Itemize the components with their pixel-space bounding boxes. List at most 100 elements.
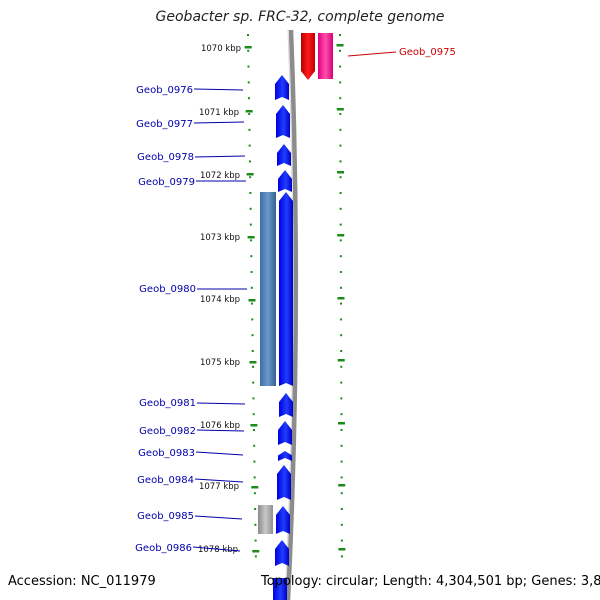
gene-label-geob_0981: Geob_0981 bbox=[139, 398, 196, 409]
tick-dot bbox=[250, 271, 253, 273]
major-tick bbox=[337, 297, 345, 300]
gene-arrow-geob-0975-b bbox=[318, 33, 333, 79]
tick-dot bbox=[251, 302, 254, 305]
tick-dot bbox=[250, 239, 253, 242]
gene-leader-line bbox=[193, 121, 245, 124]
tick-dot bbox=[339, 81, 342, 84]
major-tick bbox=[337, 171, 345, 174]
tick-dot bbox=[340, 302, 343, 305]
tick-dot bbox=[340, 476, 343, 479]
tick-dot bbox=[339, 49, 342, 52]
tick-dot bbox=[339, 271, 342, 273]
tick-dot bbox=[248, 160, 251, 163]
ruler-tick-label: 1077 kbp bbox=[199, 482, 239, 492]
tick-dot bbox=[251, 365, 254, 368]
gene-label-geob_0976: Geob_0976 bbox=[136, 85, 193, 96]
gene-leader-line bbox=[196, 402, 246, 405]
gene-arrow-geob_0976 bbox=[275, 75, 289, 100]
tick-dot bbox=[339, 113, 342, 115]
tick-dot bbox=[248, 113, 251, 115]
tick-dot bbox=[251, 318, 254, 321]
tick-dot bbox=[248, 128, 251, 131]
feature-band-steel bbox=[260, 192, 276, 386]
gene-arrow-geob_0978 bbox=[277, 144, 291, 166]
gene-arrow-geob_0979 bbox=[278, 170, 292, 192]
gene-leader-line bbox=[194, 155, 246, 158]
tick-dot bbox=[251, 334, 254, 337]
ruler-tick-label: 1071 kbp bbox=[199, 108, 239, 118]
tick-dot bbox=[339, 207, 342, 210]
tick-dot bbox=[340, 334, 343, 337]
gene-leader-line bbox=[194, 478, 244, 483]
gene-leader-line bbox=[195, 451, 244, 456]
gene-arrow-geob_0983 bbox=[278, 451, 292, 461]
tick-dot bbox=[339, 286, 342, 289]
tick-dot bbox=[251, 350, 254, 352]
gene-label-geob_0980: Geob_0980 bbox=[139, 284, 196, 295]
ruler-tick-label: 1074 kbp bbox=[200, 295, 240, 305]
gene-leader-line bbox=[192, 546, 241, 552]
tick-dot bbox=[252, 397, 255, 400]
gene-arrow-geob_0984 bbox=[277, 465, 291, 500]
gene-label-geob_0984: Geob_0984 bbox=[137, 475, 194, 486]
ruler-tick-label: 1072 kbp bbox=[200, 171, 240, 181]
gene-label-geob_0986: Geob_0986 bbox=[135, 543, 192, 554]
outer-tick-column bbox=[336, 34, 346, 558]
gene-feature-layer bbox=[258, 33, 333, 600]
gene-arrow-geob_0982 bbox=[278, 421, 292, 445]
tick-dot bbox=[249, 207, 252, 210]
ruler-tick-label: 1076 kbp bbox=[200, 421, 240, 431]
major-tick bbox=[245, 110, 253, 113]
tick-dot bbox=[340, 508, 343, 510]
gene-leader-line bbox=[196, 429, 245, 432]
major-tick bbox=[336, 44, 344, 47]
major-tick bbox=[249, 361, 257, 364]
gene-arrow-geob_0985 bbox=[276, 506, 290, 534]
tick-dot bbox=[249, 192, 252, 194]
genome-backbone bbox=[285, 29, 299, 600]
tick-dot bbox=[247, 49, 250, 52]
tick-dot bbox=[339, 160, 342, 163]
major-tick bbox=[248, 299, 256, 302]
tick-dot bbox=[254, 555, 257, 558]
gene-arrow-geob_0980 bbox=[279, 192, 293, 386]
gene-arrow-geob_0986 bbox=[275, 540, 289, 566]
major-tick bbox=[251, 486, 259, 489]
tick-dot bbox=[339, 65, 342, 68]
gene-arrow-geob_0977 bbox=[276, 105, 290, 138]
tick-dot bbox=[253, 476, 256, 479]
gene-label-geob_0978: Geob_0978 bbox=[137, 152, 194, 163]
ruler-tick-label: 1078 kbp bbox=[198, 545, 238, 555]
gene-arrow-geob_0981 bbox=[279, 393, 293, 417]
tick-dot bbox=[252, 381, 255, 384]
tick-dot bbox=[339, 239, 342, 242]
tick-dot bbox=[340, 555, 343, 558]
ruler-tick-label: 1070 kbp bbox=[201, 44, 241, 54]
tick-dot bbox=[339, 176, 342, 179]
ruler-tick-layer bbox=[244, 34, 346, 558]
tick-dot bbox=[249, 223, 252, 226]
tick-dot bbox=[340, 444, 343, 447]
gene-leader-line bbox=[193, 88, 244, 91]
map-title: Geobacter sp. FRC-32, complete genome bbox=[155, 9, 445, 25]
major-tick bbox=[250, 424, 258, 427]
tick-dot bbox=[254, 539, 257, 542]
accession-text: Accession: NC_011979 bbox=[8, 574, 156, 589]
tick-dot bbox=[254, 508, 257, 510]
ruler-tick-label: 1073 kbp bbox=[200, 233, 240, 243]
tick-dot bbox=[247, 97, 250, 100]
tick-dot bbox=[339, 192, 342, 194]
major-tick bbox=[336, 108, 344, 111]
tick-dot bbox=[247, 81, 250, 84]
ruler-tick-label: 1075 kbp bbox=[200, 358, 240, 368]
tick-dot bbox=[339, 255, 342, 258]
tick-dot bbox=[252, 413, 255, 416]
gene-leader-line bbox=[347, 51, 397, 57]
gene-label-geob_0985: Geob_0985 bbox=[137, 511, 194, 522]
major-tick bbox=[337, 359, 345, 362]
tick-dot bbox=[340, 460, 343, 463]
tick-dot bbox=[340, 318, 343, 321]
genome-summary-text: Topology: circular; Length: 4,304,501 bp… bbox=[261, 574, 600, 589]
